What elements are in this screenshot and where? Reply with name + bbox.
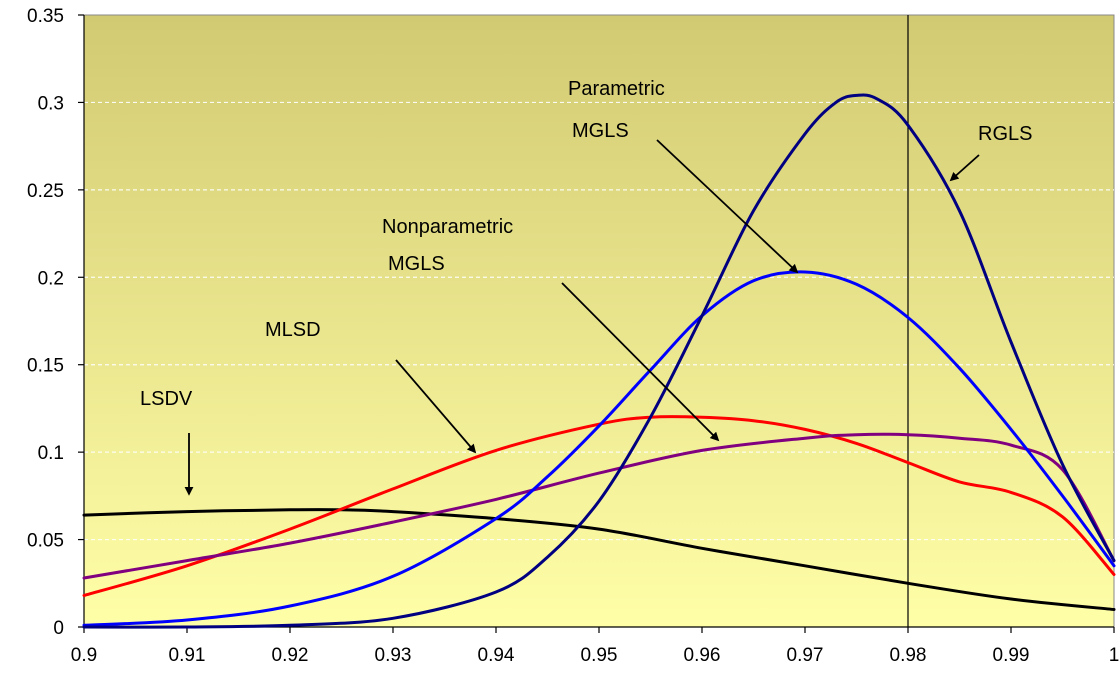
tick-labels: 0.9 0.91 0.92 0.93 0.94 0.95 0.96 0.97 0.98 0.99 1…: [27, 6, 1119, 666]
arrow-nonparametric: [561, 282, 720, 442]
x-tick-label-1: 0.91: [169, 645, 206, 666]
annotations: LSDV MLSD Nonparametric MGLS Parametric …: [140, 78, 1032, 496]
annotation-nonparametric-line2: MGLS: [388, 253, 445, 275]
series-line-lsdv: [82, 508, 1116, 611]
x-tick-label-9: 0.99: [993, 645, 1030, 666]
y-tick-label-0: 0: [53, 618, 64, 639]
series-line-nonparametric-mgls: [82, 432, 1116, 580]
x-tick-label-10: 1: [1109, 645, 1119, 666]
x-tick-label-3: 0.93: [375, 645, 412, 666]
y-tick-label-2: 0.1: [38, 443, 64, 464]
x-tick-label-0: 0.9: [71, 645, 97, 666]
x-tick-label-4: 0.94: [478, 645, 515, 666]
arrow-rgls: [949, 154, 980, 182]
y-tick-label-6: 0.3: [38, 93, 64, 114]
series-line-parametric-mgls: [82, 270, 1116, 627]
y-tick-label-7: 0.35: [27, 6, 64, 27]
annotation-parametric-line2: MGLS: [572, 120, 629, 142]
y-tick-label-5: 0.25: [27, 181, 64, 202]
annotation-mlsd: MLSD: [265, 319, 321, 341]
y-tick-label-4: 0.2: [38, 268, 64, 289]
x-tick-label-7: 0.97: [787, 645, 824, 666]
grid-lines: [84, 101, 1114, 541]
x-tick-label-5: 0.95: [581, 645, 618, 666]
x-tick-label-2: 0.92: [272, 645, 309, 666]
annotation-rgls: RGLS: [978, 123, 1032, 145]
annotation-lsdv: LSDV: [140, 388, 193, 410]
x-tick-label-8: 0.98: [890, 645, 927, 666]
y-tick-label-3: 0.15: [27, 356, 64, 377]
annotation-nonparametric-line1: Nonparametric: [382, 216, 513, 238]
x-tick-label-6: 0.96: [684, 645, 721, 666]
y-tick-label-1: 0.05: [27, 531, 64, 552]
arrow-mlsd: [395, 359, 477, 454]
arrow-parametric: [656, 139, 799, 274]
annotation-parametric-line1: Parametric: [568, 78, 665, 100]
